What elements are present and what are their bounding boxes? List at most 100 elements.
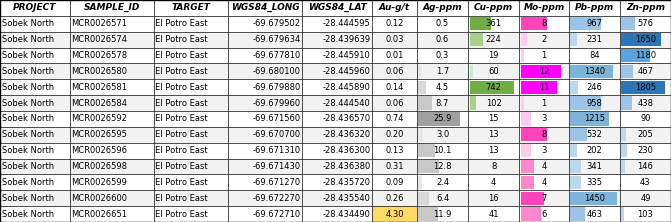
Bar — [372, 16, 417, 32]
Bar — [521, 81, 557, 94]
Bar — [418, 207, 437, 221]
Text: -28.435540: -28.435540 — [323, 194, 370, 203]
Text: 576: 576 — [637, 19, 654, 28]
Bar — [620, 111, 671, 127]
Text: Ag-ppm: Ag-ppm — [423, 3, 462, 12]
Bar — [228, 143, 303, 159]
Bar — [620, 206, 671, 222]
Bar — [372, 79, 417, 95]
Text: 0.13: 0.13 — [385, 146, 404, 155]
Bar — [372, 48, 417, 63]
Bar — [570, 65, 613, 78]
Text: Sobek North: Sobek North — [2, 130, 54, 139]
Bar — [521, 33, 527, 46]
Text: 49: 49 — [640, 194, 651, 203]
Bar — [570, 17, 601, 30]
Bar — [303, 79, 372, 95]
Text: 8: 8 — [541, 130, 547, 139]
Bar — [372, 111, 417, 127]
Bar — [303, 174, 372, 190]
Text: -69.679960: -69.679960 — [252, 99, 301, 108]
Text: 0.20: 0.20 — [385, 130, 404, 139]
Text: El Potro East: El Potro East — [156, 83, 208, 92]
Bar — [154, 0, 228, 16]
Text: Cu-ppm: Cu-ppm — [474, 3, 513, 12]
Bar — [570, 81, 578, 94]
Bar — [468, 174, 519, 190]
Text: 0.31: 0.31 — [385, 162, 404, 171]
Bar — [154, 79, 228, 95]
Text: 103: 103 — [637, 210, 654, 219]
Bar — [470, 96, 476, 110]
Text: 967: 967 — [586, 19, 602, 28]
Bar — [468, 190, 519, 206]
Bar — [521, 144, 531, 157]
Text: 1180: 1180 — [635, 51, 656, 60]
Bar — [568, 32, 620, 48]
Bar — [70, 32, 154, 48]
Bar — [417, 63, 468, 79]
Text: 11.9: 11.9 — [433, 210, 452, 219]
Text: 4: 4 — [541, 162, 547, 171]
Bar — [417, 16, 468, 32]
Bar — [70, 0, 154, 16]
Bar — [418, 65, 421, 78]
Text: 41: 41 — [488, 210, 499, 219]
Bar — [417, 32, 468, 48]
Text: 335: 335 — [586, 178, 602, 187]
Text: WGS84_LAT: WGS84_LAT — [308, 3, 367, 12]
Bar — [621, 96, 632, 110]
Text: Sobek North: Sobek North — [2, 178, 54, 187]
Bar — [521, 176, 534, 189]
Bar — [70, 48, 154, 63]
Bar — [519, 16, 568, 32]
Bar — [228, 0, 303, 16]
Bar — [568, 48, 620, 63]
Bar — [620, 127, 671, 143]
Bar — [228, 16, 303, 32]
Bar — [621, 49, 650, 62]
Text: 102: 102 — [486, 99, 502, 108]
Bar — [417, 206, 468, 222]
Bar — [228, 206, 303, 222]
Text: -69.679880: -69.679880 — [252, 83, 301, 92]
Text: 0.3: 0.3 — [436, 51, 449, 60]
Bar — [372, 32, 417, 48]
Text: 8.7: 8.7 — [436, 99, 449, 108]
Bar — [417, 48, 468, 63]
Text: 1805: 1805 — [635, 83, 656, 92]
Bar — [70, 206, 154, 222]
Bar — [70, 190, 154, 206]
Text: 3: 3 — [541, 114, 547, 123]
Text: -69.671310: -69.671310 — [252, 146, 301, 155]
Text: 3.0: 3.0 — [436, 130, 449, 139]
Bar — [418, 81, 425, 94]
Bar — [0, 127, 70, 143]
Bar — [519, 32, 568, 48]
Bar — [568, 174, 620, 190]
Text: El Potro East: El Potro East — [156, 114, 208, 123]
Text: Sobek North: Sobek North — [2, 67, 54, 76]
Bar — [228, 95, 303, 111]
Text: 13: 13 — [488, 146, 499, 155]
Bar — [620, 95, 671, 111]
Bar — [154, 95, 228, 111]
Bar — [303, 159, 372, 174]
Text: 1: 1 — [541, 51, 547, 60]
Bar — [468, 206, 519, 222]
Text: 205: 205 — [637, 130, 654, 139]
Text: MCR0026592: MCR0026592 — [71, 114, 127, 123]
Bar — [621, 81, 665, 94]
Text: -28.436570: -28.436570 — [322, 114, 370, 123]
Text: Sobek North: Sobek North — [2, 35, 54, 44]
Bar — [521, 207, 541, 221]
Bar — [417, 79, 468, 95]
Text: -28.435720: -28.435720 — [322, 178, 370, 187]
Text: El Potro East: El Potro East — [156, 19, 208, 28]
Text: El Potro East: El Potro East — [156, 35, 208, 44]
Text: -28.436380: -28.436380 — [322, 162, 370, 171]
Text: 19: 19 — [488, 51, 499, 60]
Bar — [568, 127, 620, 143]
Bar — [418, 112, 460, 126]
Bar — [570, 96, 601, 110]
